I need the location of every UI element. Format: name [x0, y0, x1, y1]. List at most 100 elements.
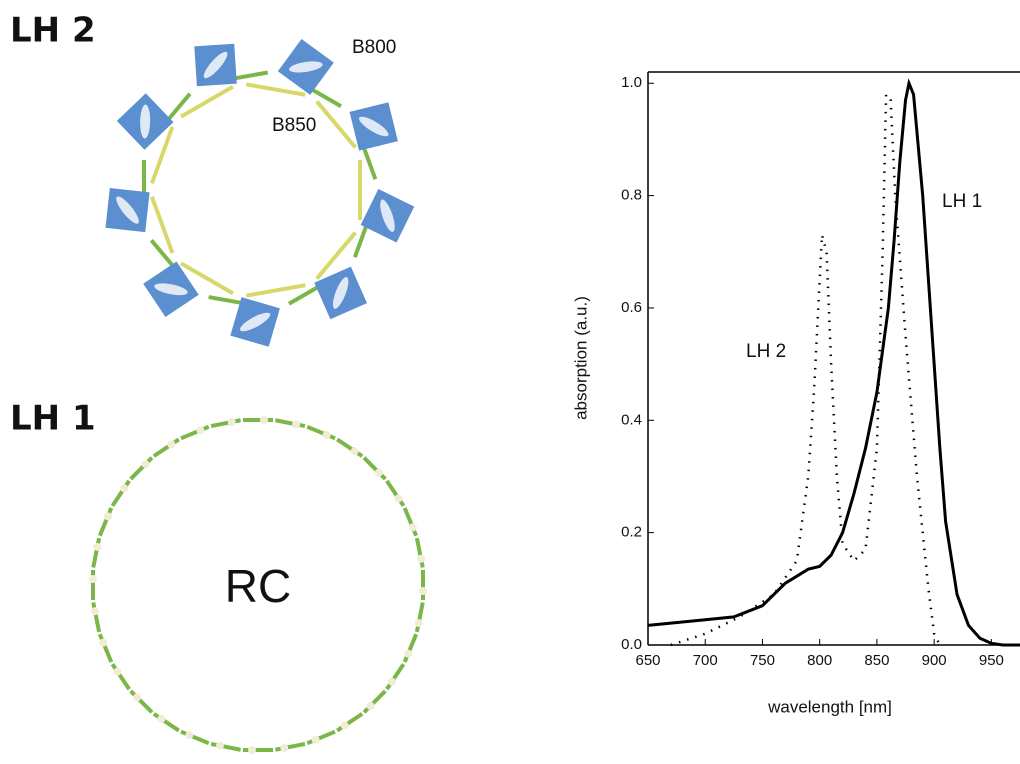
- lh1-bar: [180, 424, 210, 441]
- lh1-bar: [129, 456, 154, 481]
- lh1-pigment: [157, 714, 166, 723]
- lh1-bar: [97, 633, 114, 663]
- lh1-bar: [306, 729, 336, 746]
- lh1-pigment: [394, 494, 403, 503]
- rc-label: RC: [225, 560, 291, 612]
- lh1-bar: [362, 689, 387, 714]
- lh1-pigment: [185, 731, 194, 740]
- lh1-pigment: [113, 667, 122, 676]
- lh1-pigment: [280, 744, 289, 753]
- b850-bar: [150, 196, 175, 254]
- lh1-pigment: [419, 587, 427, 595]
- lh1-bar: [110, 479, 131, 507]
- lh1-pigment: [292, 420, 301, 429]
- lh1-bar: [275, 741, 306, 752]
- lh1-pigment: [387, 677, 396, 686]
- b800-pigment: [116, 196, 139, 224]
- lh1-pigment: [167, 440, 176, 449]
- lh1-bar: [402, 507, 419, 537]
- b850-bar: [315, 231, 357, 280]
- lh1-bar: [129, 689, 154, 714]
- lh1-bar: [210, 741, 241, 752]
- lh1-pigment: [311, 735, 320, 744]
- b800-label: B800: [352, 37, 396, 58]
- y-axis-label: absorption (a.u.): [571, 296, 590, 420]
- y-tick-label: 1.0: [621, 74, 642, 91]
- b850-bar: [245, 82, 306, 97]
- y-tick-label: 0.2: [621, 524, 642, 541]
- b800-pigment: [380, 199, 395, 232]
- series-label: LH 1: [942, 191, 982, 212]
- series-label: LH 2: [746, 341, 786, 362]
- lh1-pigment: [350, 447, 359, 456]
- b800-pigment: [358, 116, 389, 137]
- y-tick-label: 0.8: [621, 187, 642, 204]
- lh1-bar: [306, 424, 336, 441]
- x-tick-label: 850: [864, 652, 889, 669]
- b850-bar: [150, 126, 175, 184]
- lh1-bar: [210, 418, 241, 429]
- lh1-pigment: [120, 484, 129, 493]
- lh1-pigment: [141, 460, 150, 469]
- b800-pigment: [289, 61, 323, 73]
- lh1-pigment: [103, 512, 112, 521]
- lh1-bar: [152, 712, 180, 733]
- y-tick-label: 0.0: [621, 636, 642, 653]
- lh1-pigment: [417, 554, 426, 563]
- lh1-bar: [414, 602, 425, 633]
- lh1-bar: [336, 437, 364, 458]
- lh2-title: LH 2: [10, 11, 96, 51]
- lh1-pigment: [374, 468, 383, 477]
- x-tick-label: 900: [922, 652, 947, 669]
- y-tick-label: 0.6: [621, 299, 642, 316]
- lh1-pigment: [366, 701, 375, 710]
- lh1-pigment: [227, 417, 236, 426]
- x-tick-label: 800: [807, 652, 832, 669]
- lh1-pigment: [93, 542, 102, 551]
- b800-pigment: [203, 51, 228, 79]
- lh1-bar: [275, 418, 306, 429]
- b850-bar: [180, 261, 234, 296]
- x-tick-label: 650: [635, 652, 660, 669]
- lh1-bar: [180, 729, 210, 746]
- diagram: [89, 39, 427, 754]
- y-tick-label: 0.4: [621, 411, 642, 428]
- lh1-pigment: [248, 746, 256, 754]
- lh1-pigment: [340, 721, 349, 730]
- lh1-bar: [97, 507, 114, 537]
- x-tick-label: 950: [979, 652, 1004, 669]
- lh1-pigment: [90, 607, 99, 616]
- b850-bar: [315, 100, 357, 149]
- lh1-bar: [91, 537, 102, 568]
- b800-pigment: [154, 283, 188, 296]
- lh1-bar: [336, 712, 364, 733]
- lh1-bar: [152, 437, 180, 458]
- series-line: [647, 78, 1020, 647]
- b800-pigment: [140, 104, 151, 139]
- lh1-bar: [110, 663, 131, 691]
- lh1-pigment: [215, 741, 224, 750]
- b850-bar: [245, 283, 306, 298]
- lh1-pigment: [408, 523, 417, 532]
- lh1-pigment: [404, 649, 413, 658]
- lh1-bar: [402, 633, 419, 663]
- lh1-pigment: [133, 693, 142, 702]
- x-tick-label: 750: [750, 652, 775, 669]
- lh1-bar: [414, 537, 425, 568]
- x-axis-label: wavelength [nm]: [767, 697, 892, 716]
- lh1-pigment: [196, 426, 205, 435]
- lh1-title: LH 1: [10, 399, 96, 439]
- b850-bar: [180, 84, 234, 119]
- lh1-bar: [91, 602, 102, 633]
- lh1-pigment: [322, 430, 331, 439]
- b800-pigment: [332, 276, 349, 309]
- lh1-bar: [362, 456, 387, 481]
- lh1-pigment: [260, 416, 268, 424]
- lh1-pigment: [414, 619, 423, 628]
- lh1-bar: [385, 663, 406, 691]
- b800-pigment: [240, 312, 271, 332]
- x-tick-label: 700: [693, 652, 718, 669]
- lh1-bar: [385, 479, 406, 507]
